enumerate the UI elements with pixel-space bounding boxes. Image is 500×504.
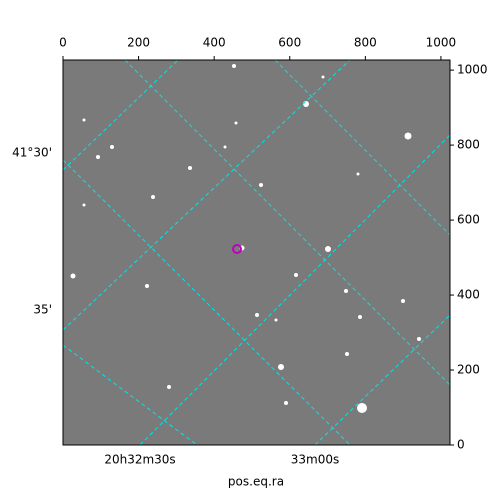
x-tick-label: 1000	[426, 36, 457, 50]
target-marker	[232, 244, 242, 254]
ra-label: 33m00s	[291, 453, 339, 467]
x-tick-label: 0	[59, 36, 67, 50]
x-tick-label: 200	[127, 36, 150, 50]
x-tick-label: 400	[203, 36, 226, 50]
x-axis-label: pos.eq.ra	[228, 475, 284, 489]
y-tick-label: 400	[457, 288, 480, 302]
y-tick-label: 1000	[457, 63, 488, 77]
coordinate-grid	[63, 60, 450, 445]
dec-label: 35'	[33, 303, 52, 317]
x-tick-label: 800	[354, 36, 377, 50]
dec-label: 41°30'	[12, 146, 52, 160]
stars	[70, 64, 421, 413]
y-tick-label: 0	[457, 438, 465, 452]
y-tick-label: 600	[457, 213, 480, 227]
y-tick-label: 800	[457, 138, 480, 152]
x-tick-label: 600	[278, 36, 301, 50]
sky-image	[63, 60, 450, 445]
frame	[62, 59, 451, 446]
y-tick-label: 200	[457, 363, 480, 377]
ra-label: 20h32m30s	[104, 453, 175, 467]
